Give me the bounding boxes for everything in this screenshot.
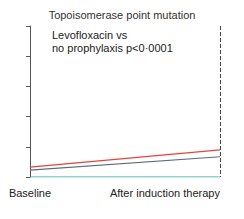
svg-text:no prophylaxis p<0·0001: no prophylaxis p<0·0001 <box>52 42 173 54</box>
svg-text:After induction therapy: After induction therapy <box>110 187 221 199</box>
svg-text:Baseline: Baseline <box>9 187 51 199</box>
svg-text:Levofloxacin vs: Levofloxacin vs <box>52 29 128 41</box>
svg-text:Topoisomerase point mutation: Topoisomerase point mutation <box>49 9 196 21</box>
